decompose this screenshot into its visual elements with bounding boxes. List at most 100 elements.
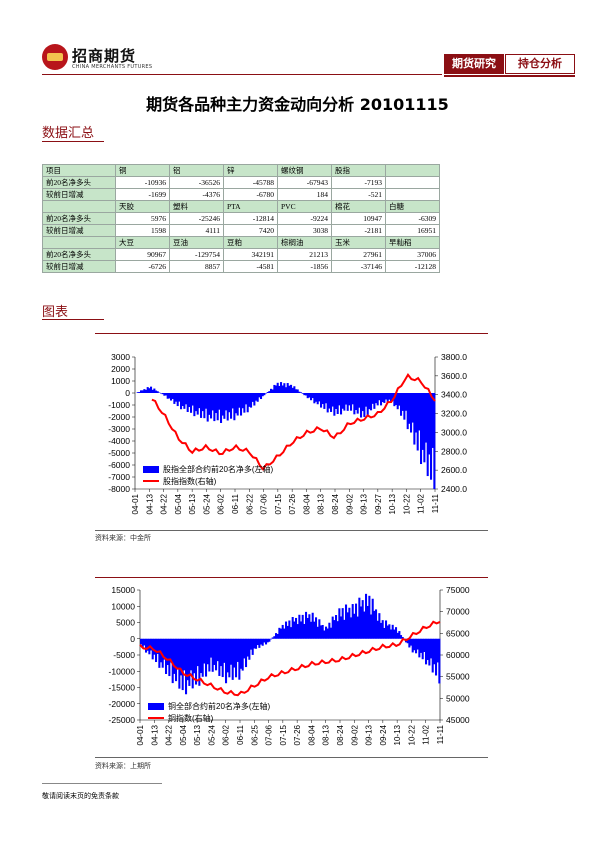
net-position-bar xyxy=(206,638,209,665)
table-product-header: 豆油 xyxy=(169,236,224,249)
net-position-bar xyxy=(380,393,383,406)
net-position-bar xyxy=(301,614,304,639)
net-position-bar xyxy=(425,393,428,443)
net-position-bar xyxy=(335,615,338,639)
x-tick-label: 08-04 xyxy=(307,724,316,745)
net-position-bar xyxy=(370,393,373,411)
net-position-bar xyxy=(153,638,156,655)
x-tick-label: 06-11 xyxy=(236,724,245,744)
net-position-bar xyxy=(213,393,216,422)
net-position-bar xyxy=(311,612,314,639)
net-position-bar xyxy=(268,638,271,642)
net-position-bar xyxy=(196,393,199,415)
net-position-bar xyxy=(291,617,294,639)
net-position-bar xyxy=(345,393,348,405)
net-position-bar xyxy=(166,638,169,666)
table-cell: 8857 xyxy=(169,260,224,273)
net-position-bar xyxy=(361,600,364,639)
chart1-top-rule xyxy=(95,333,488,334)
table-product-header: 豆粕 xyxy=(223,236,278,249)
net-position-bar xyxy=(405,393,408,411)
table-cell: -6726 xyxy=(115,260,170,273)
chart2-top-rule xyxy=(95,577,488,578)
net-position-bar xyxy=(266,392,269,393)
net-position-bar xyxy=(326,393,329,413)
x-tick-label: 08-24 xyxy=(331,493,340,514)
left-tick-label: -5000 xyxy=(108,448,130,458)
right-tick-label: 3800.0 xyxy=(441,352,467,362)
left-tick-label: 0 xyxy=(130,634,135,644)
net-position-bar xyxy=(176,393,179,407)
net-position-bar xyxy=(223,638,226,663)
table-product-header: 铜 xyxy=(115,164,170,177)
footer-rule xyxy=(42,783,162,784)
table-cell: -1856 xyxy=(277,260,332,273)
net-position-bar xyxy=(165,638,168,675)
net-position-bar xyxy=(161,638,164,668)
net-position-bar xyxy=(266,638,269,643)
net-position-bar xyxy=(286,625,289,639)
net-position-bar xyxy=(201,638,204,677)
left-tick-label: -1000 xyxy=(108,400,130,410)
net-position-bar xyxy=(320,625,323,639)
table-cell: -6780 xyxy=(223,188,278,201)
net-position-bar xyxy=(280,628,283,639)
net-position-bar xyxy=(285,621,288,639)
table-cell: 342191 xyxy=(223,248,278,261)
legend-swatch-area xyxy=(148,703,164,710)
table-row-label: 较前日增减 xyxy=(42,224,116,237)
net-position-bar xyxy=(275,385,278,393)
net-position-bar xyxy=(245,393,248,405)
net-position-bar xyxy=(231,638,234,680)
net-position-bar xyxy=(361,393,364,412)
net-position-bar xyxy=(323,630,326,639)
header-tag-rule xyxy=(444,75,575,77)
net-position-bar xyxy=(393,393,396,407)
net-position-bar xyxy=(151,389,154,393)
left-tick-label: -2000 xyxy=(108,412,130,422)
table-product-header: 锌 xyxy=(223,164,278,177)
net-position-bar xyxy=(358,597,361,639)
net-position-bar xyxy=(146,638,149,651)
left-tick-label: 1000 xyxy=(111,376,130,386)
left-tick-label: 15000 xyxy=(111,585,135,595)
net-position-bar xyxy=(183,638,186,671)
net-position-bar xyxy=(228,393,231,413)
x-tick-label: 04-01 xyxy=(136,724,145,745)
net-position-bar xyxy=(248,638,251,660)
net-position-bar xyxy=(350,617,353,639)
table-cell: -4376 xyxy=(169,188,224,201)
net-position-bar xyxy=(258,638,261,648)
net-position-bar xyxy=(383,627,386,639)
net-position-bar xyxy=(256,393,259,402)
net-position-bar xyxy=(185,638,188,695)
net-position-bar xyxy=(395,627,398,639)
net-position-bar xyxy=(316,393,319,405)
net-position-bar xyxy=(138,392,141,393)
net-position-bar xyxy=(291,387,294,393)
net-position-bar xyxy=(345,604,348,639)
table-product-header xyxy=(385,164,440,177)
net-position-bar xyxy=(318,393,321,402)
net-position-bar xyxy=(181,638,184,691)
table-cell: 21213 xyxy=(277,248,332,261)
table-product-header: 塑料 xyxy=(169,200,224,213)
net-position-bar xyxy=(163,393,166,396)
net-position-bar xyxy=(225,638,228,684)
x-tick-label: 04-22 xyxy=(165,724,174,745)
table-product-header: PVC xyxy=(277,200,332,213)
net-position-bar xyxy=(173,638,176,674)
logo-mark-icon xyxy=(42,44,68,70)
net-position-bar xyxy=(350,393,353,411)
net-position-bar xyxy=(305,393,308,396)
right-tick-label: 2800.0 xyxy=(441,446,467,456)
table-row: 较前日增减 -6726 8857 -4581 -1856 -37146 -12128 xyxy=(42,260,440,273)
x-tick-label: 05-24 xyxy=(202,493,211,514)
x-tick-label: 06-02 xyxy=(222,724,231,745)
net-position-bar xyxy=(200,638,203,674)
net-position-bar xyxy=(360,606,363,639)
net-position-bar xyxy=(221,393,224,416)
net-position-bar xyxy=(381,620,384,639)
net-position-bar xyxy=(315,617,318,639)
right-tick-label: 3000.0 xyxy=(441,427,467,437)
